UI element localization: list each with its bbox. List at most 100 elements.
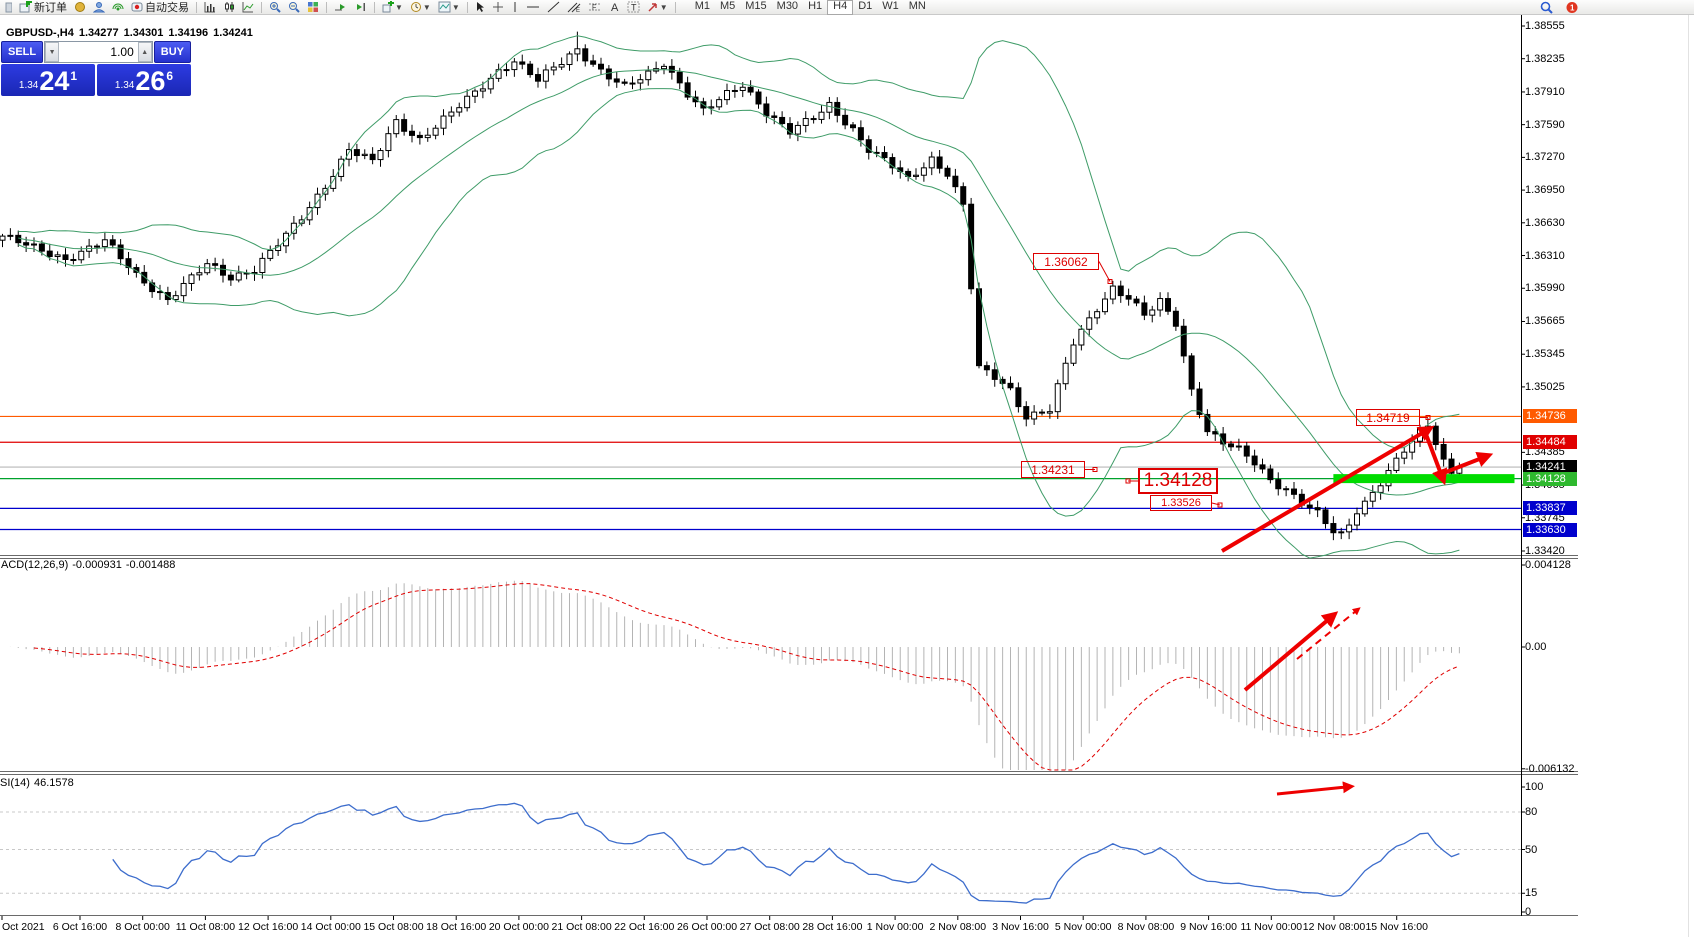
signal-button[interactable] <box>109 0 127 14</box>
crosshair-button[interactable] <box>489 0 507 14</box>
date-axis-tick: 15 Oct 08:00 <box>363 921 424 933</box>
buy-button[interactable]: BUY <box>153 41 191 63</box>
timeframe-button-w1[interactable]: W1 <box>882 0 899 12</box>
chart-shift-button[interactable] <box>351 0 370 14</box>
new-order-icon <box>19 1 32 13</box>
date-axis-tick: 12 Nov 08:00 <box>1302 921 1366 933</box>
buy-price-small: 1.34 <box>114 80 135 91</box>
profile-button[interactable] <box>90 0 108 14</box>
macd-layer <box>9 564 1525 771</box>
periods-dropdown[interactable]: ▼ <box>407 0 434 14</box>
buy-price[interactable]: 1.34 26 6 <box>97 64 191 96</box>
signal-icon <box>112 3 124 11</box>
price-annotation-box[interactable]: 1.33526 <box>1150 495 1212 511</box>
equidistant-channel-button[interactable]: E <box>564 0 584 14</box>
timeframe-button-mn[interactable]: MN <box>908 0 926 12</box>
price-annotation-box[interactable]: 1.34719 <box>1356 409 1420 426</box>
timeframe-button-m5[interactable]: M5 <box>719 0 736 12</box>
timeframe-button-d1[interactable]: D1 <box>858 0 873 12</box>
level-price-label[interactable]: 1.34128 <box>1523 471 1577 486</box>
close-value: 1.34241 <box>213 27 253 39</box>
notification-button[interactable]: 1 <box>1562 0 1582 14</box>
text-button[interactable]: A <box>606 0 623 14</box>
text-label-button[interactable]: T <box>624 0 643 14</box>
horizontal-line-button[interactable] <box>523 0 543 14</box>
timeframe-button-m30[interactable]: M30 <box>776 0 799 12</box>
timeframe-button-h1[interactable]: H1 <box>808 0 823 12</box>
macd-value-2: -0.001488 <box>125 559 176 571</box>
price-axis-tick: 1.35345 <box>1525 348 1565 361</box>
level-price-label[interactable]: 1.33837 <box>1523 501 1577 516</box>
price-axis-tick: 1.36630 <box>1525 216 1565 229</box>
autotrading-label: 自动交易 <box>145 2 189 14</box>
seal-icon <box>75 2 85 12</box>
level-price-label[interactable]: 1.34241 <box>1523 460 1577 475</box>
volume-input[interactable] <box>59 42 138 62</box>
chevron-down-icon: ▼ <box>659 2 668 12</box>
macd-axis-tick: -0.006132 <box>1525 762 1575 775</box>
candlestick-chart-icon <box>225 2 234 12</box>
fibonacci-button[interactable]: F <box>585 0 605 14</box>
svg-text:A: A <box>611 2 619 13</box>
templates-dropdown[interactable]: ▼ <box>435 0 463 14</box>
zoom-out-button[interactable] <box>285 0 303 14</box>
volume-increase-button[interactable]: ▲ <box>137 42 152 62</box>
profile-icon <box>93 2 105 13</box>
indicators-dropdown[interactable]: ▼ <box>379 0 406 14</box>
zoom-in-button[interactable] <box>266 0 284 14</box>
autotrading-button[interactable]: 自动交易 <box>128 0 192 14</box>
date-axis-tick: 18 Oct 16:00 <box>426 921 487 933</box>
sell-price[interactable]: 1.34 24 1 <box>1 64 95 96</box>
price-annotation-box[interactable]: 1.34231 <box>1021 461 1085 478</box>
search-icon <box>1540 1 1553 14</box>
symbol-period: GBPUSD-,H4 <box>6 27 74 39</box>
svg-text:F: F <box>592 5 596 12</box>
level-price-label[interactable]: 1.33630 <box>1523 522 1577 537</box>
chevron-down-icon: ▼ <box>451 2 460 12</box>
date-axis-tick: 20 Oct 00:00 <box>488 921 549 933</box>
trendline-icon <box>547 1 560 13</box>
timeframe-button-h4[interactable]: H4 <box>827 0 854 15</box>
date-axis-tick: 1 Nov 00:00 <box>866 921 924 933</box>
fibonacci-icon: F <box>588 3 601 12</box>
toolbar-separator <box>261 1 262 13</box>
level-price-label[interactable]: 1.34484 <box>1523 435 1577 450</box>
sell-button[interactable]: SELL <box>1 41 44 63</box>
auto-scroll-button[interactable] <box>331 0 350 14</box>
macd-axis-tick: 0.004128 <box>1525 559 1571 571</box>
new-order-button[interactable]: 新订单 <box>16 0 70 14</box>
seal-button[interactable] <box>71 0 89 14</box>
date-axis-tick: 3 Nov 16:00 <box>992 921 1049 933</box>
tile-windows-button[interactable] <box>304 0 322 14</box>
line-chart-button[interactable] <box>239 0 257 14</box>
svg-text:T: T <box>631 3 637 13</box>
rsi-axis-tick: 80 <box>1525 806 1538 818</box>
sell-price-sup: 1 <box>70 69 78 83</box>
text-label-icon: T <box>627 1 640 13</box>
search-button[interactable] <box>1537 0 1556 14</box>
line-chart-icon <box>242 2 254 13</box>
open-value: 1.34277 <box>78 27 119 39</box>
bar-chart-button[interactable] <box>201 0 219 14</box>
timeframe-button-m1[interactable]: M1 <box>694 0 710 12</box>
macd-label: ACD(12,26,9) -0.000931 -0.001488 <box>1 559 179 571</box>
date-axis-tick: 12 Oct 16:00 <box>238 921 299 933</box>
arrows-dropdown[interactable]: ▼ <box>644 0 671 14</box>
timeframe-button-m15[interactable]: M15 <box>745 0 767 12</box>
date-axis-tick: 15 Nov 16:00 <box>1365 921 1428 933</box>
candlestick-chart-button[interactable] <box>220 0 238 14</box>
price-annotation-box[interactable]: 1.34128 <box>1138 468 1218 494</box>
level-price-label[interactable]: 1.34736 <box>1523 409 1577 424</box>
date-axis-tick: Oct 2021 <box>2 921 45 933</box>
bar-chart-icon <box>204 2 215 13</box>
price-annotation-box[interactable]: 1.36062 <box>1033 253 1099 270</box>
trendline-button[interactable] <box>544 0 563 14</box>
cursor-button[interactable] <box>472 0 488 14</box>
volume-decrease-button[interactable]: ▼ <box>45 42 60 62</box>
auto-scroll-icon <box>335 4 345 11</box>
date-axis-tick: 26 Oct 00:00 <box>676 921 738 933</box>
price-axis-tick: 1.35665 <box>1525 315 1565 328</box>
vertical-line-button[interactable] <box>508 0 522 14</box>
